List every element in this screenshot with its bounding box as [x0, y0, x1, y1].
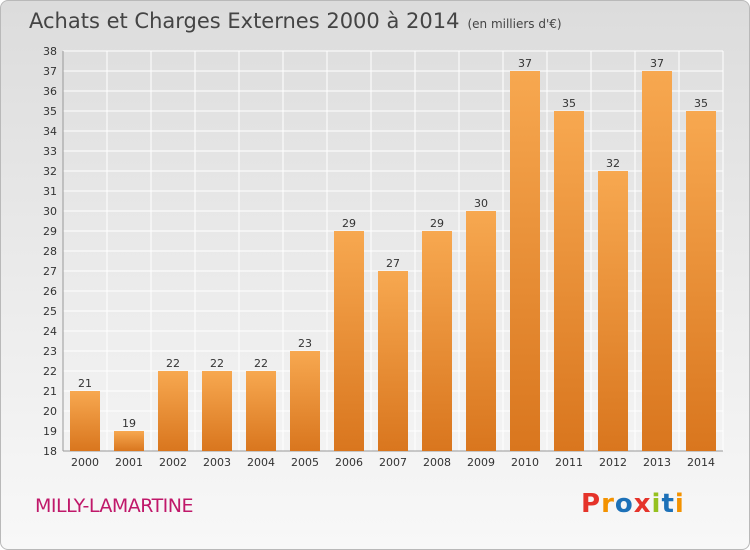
chart-title: Achats et Charges Externes 2000 à 2014 (e… — [29, 9, 562, 33]
y-tick-label: 33 — [43, 145, 57, 158]
logo-letter: o — [614, 489, 634, 519]
x-tick-label: 2006 — [335, 456, 363, 469]
bar — [290, 351, 320, 451]
bar — [70, 391, 100, 451]
bar — [466, 211, 496, 451]
logo-letter: i — [674, 489, 685, 519]
bar — [598, 171, 628, 451]
logo-letter: r — [601, 489, 615, 519]
bar — [510, 71, 540, 451]
y-tick-label: 29 — [43, 225, 57, 238]
logo-letter: t — [661, 489, 675, 519]
bar — [202, 371, 232, 451]
bar-value-label: 27 — [386, 257, 400, 270]
bar-value-label: 35 — [694, 97, 708, 110]
logo-letter: P — [581, 489, 602, 519]
y-tick-label: 35 — [43, 105, 57, 118]
y-tick-label: 18 — [43, 445, 57, 458]
y-tick-label: 28 — [43, 245, 57, 258]
bars — [70, 71, 716, 451]
x-tick-label: 2005 — [291, 456, 319, 469]
y-tick-label: 20 — [43, 405, 57, 418]
y-tick-label: 24 — [43, 325, 57, 338]
y-tick-label: 27 — [43, 265, 57, 278]
bar — [334, 231, 364, 451]
x-tick-label: 2009 — [467, 456, 495, 469]
x-tick-label: 2003 — [203, 456, 231, 469]
y-tick-label: 34 — [43, 125, 57, 138]
chart-subtitle: (en milliers d'€) — [467, 17, 562, 31]
bar-value-label: 30 — [474, 197, 488, 210]
data-labels: 21 19 22 22 22 23 29 27 29 30 37 35 32 37 35 — [78, 57, 708, 430]
y-tick-label: 31 — [43, 185, 57, 198]
axes: 18 19 20 21 22 23 24 25 26 27 28 29 30 31 32 33 34 35 36 37… — [43, 45, 723, 469]
commune-name: MILLY-LAMARTINE — [35, 495, 194, 517]
x-tick-label: 2002 — [159, 456, 187, 469]
bar — [158, 371, 188, 451]
bar-value-label: 22 — [210, 357, 224, 370]
logo-letter: i — [651, 489, 662, 519]
y-tick-label: 30 — [43, 205, 57, 218]
bar-value-label: 29 — [342, 217, 356, 230]
bar-value-label: 21 — [78, 377, 92, 390]
x-tick-label: 2007 — [379, 456, 407, 469]
y-tick-label: 25 — [43, 305, 57, 318]
bar-value-label: 32 — [606, 157, 620, 170]
x-tick-label: 2011 — [555, 456, 583, 469]
x-tick-label: 2004 — [247, 456, 275, 469]
x-tick-label: 2013 — [643, 456, 671, 469]
bar-value-label: 22 — [254, 357, 268, 370]
y-tick-label: 23 — [43, 345, 57, 358]
y-tick-label: 22 — [43, 365, 57, 378]
bar-value-label: 23 — [298, 337, 312, 350]
x-tick-label: 2008 — [423, 456, 451, 469]
proxiti-logo[interactable]: Proxiti — [581, 489, 685, 519]
y-tick-label: 26 — [43, 285, 57, 298]
y-tick-label: 37 — [43, 65, 57, 78]
bar — [554, 111, 584, 451]
y-tick-label: 19 — [43, 425, 57, 438]
bar-value-label: 29 — [430, 217, 444, 230]
bar — [114, 431, 144, 451]
x-tick-label: 2014 — [687, 456, 715, 469]
y-tick-label: 32 — [43, 165, 57, 178]
x-tick-label: 2012 — [599, 456, 627, 469]
bar — [642, 71, 672, 451]
bar-value-label: 22 — [166, 357, 180, 370]
bar — [686, 111, 716, 451]
x-tick-label: 2010 — [511, 456, 539, 469]
y-tick-label: 36 — [43, 85, 57, 98]
bar — [378, 271, 408, 451]
bar-value-label: 37 — [518, 57, 532, 70]
y-tick-label: 38 — [43, 45, 57, 58]
bar-value-label: 37 — [650, 57, 664, 70]
y-tick-label: 21 — [43, 385, 57, 398]
x-tick-label: 2001 — [115, 456, 143, 469]
bar — [422, 231, 452, 451]
logo-letter: x — [633, 489, 652, 519]
title-text: Achats et Charges Externes 2000 à 2014 — [29, 9, 460, 33]
bar-value-label: 19 — [122, 417, 136, 430]
bar — [246, 371, 276, 451]
x-tick-label: 2000 — [71, 456, 99, 469]
bar-value-label: 35 — [562, 97, 576, 110]
